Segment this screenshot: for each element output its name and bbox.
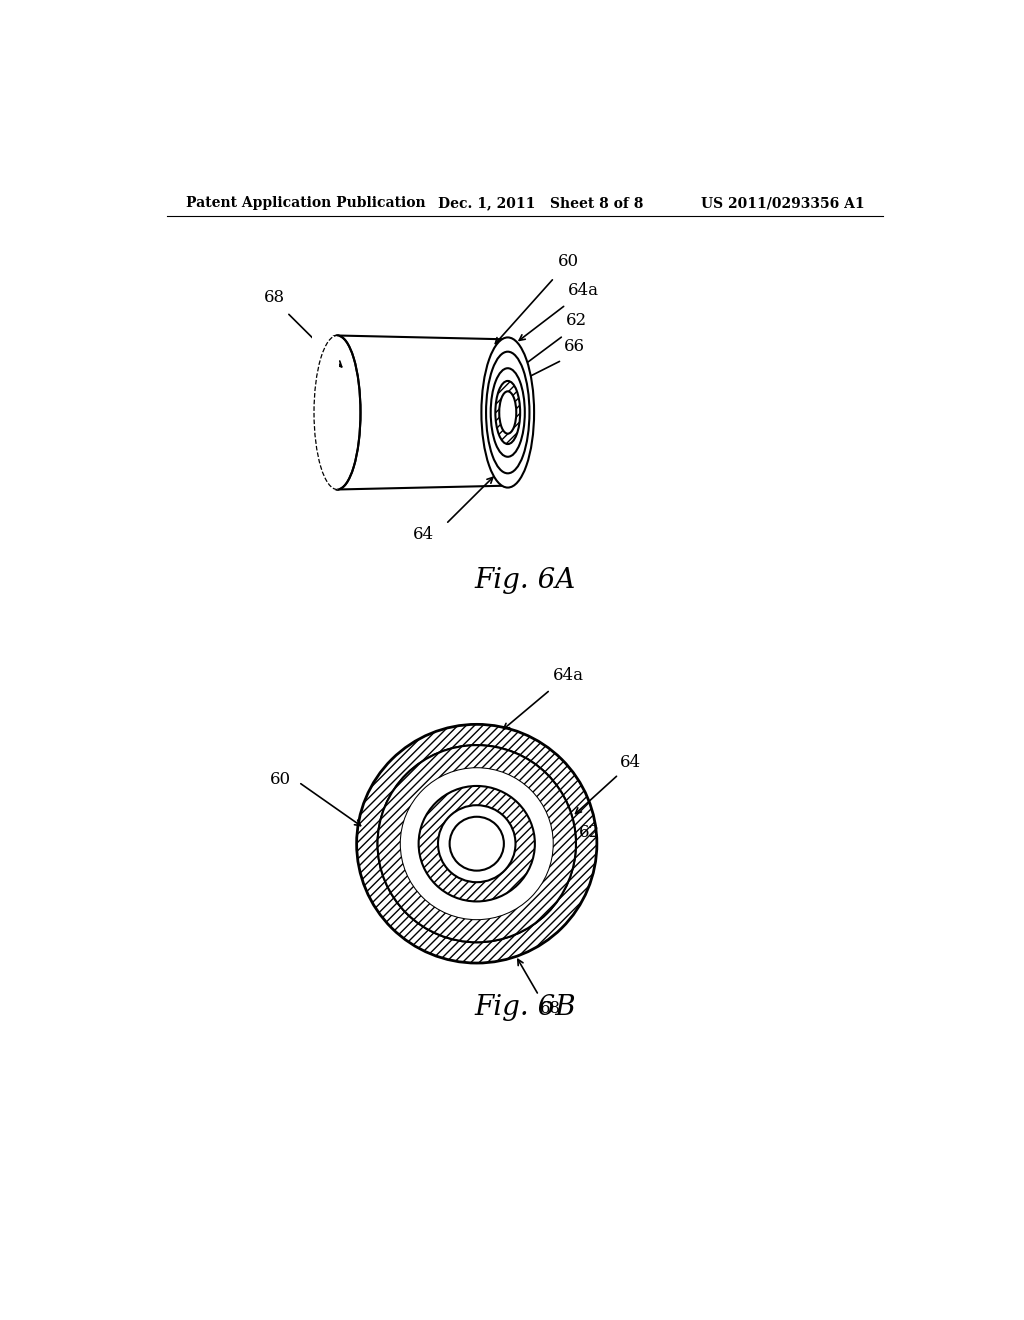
Text: 64a: 64a xyxy=(568,281,599,298)
Text: 68: 68 xyxy=(263,289,285,306)
Ellipse shape xyxy=(486,351,529,474)
Text: 62: 62 xyxy=(566,313,587,330)
Ellipse shape xyxy=(378,744,575,942)
Ellipse shape xyxy=(450,817,504,871)
Ellipse shape xyxy=(438,805,515,882)
Text: US 2011/0293356 A1: US 2011/0293356 A1 xyxy=(700,197,864,210)
Ellipse shape xyxy=(356,725,597,964)
Text: 64a: 64a xyxy=(553,668,584,684)
Ellipse shape xyxy=(314,335,360,490)
Ellipse shape xyxy=(481,338,535,487)
Ellipse shape xyxy=(419,785,535,902)
Text: Dec. 1, 2011   Sheet 8 of 8: Dec. 1, 2011 Sheet 8 of 8 xyxy=(438,197,643,210)
Ellipse shape xyxy=(500,391,516,434)
Ellipse shape xyxy=(378,744,575,942)
Text: 68: 68 xyxy=(541,1001,561,1016)
Ellipse shape xyxy=(496,381,520,444)
Text: 66: 66 xyxy=(564,338,586,355)
Text: 62: 62 xyxy=(579,824,600,841)
Text: Fig. 6B: Fig. 6B xyxy=(474,994,575,1020)
Bar xyxy=(312,335,339,490)
Text: 60: 60 xyxy=(269,771,291,788)
Text: 64: 64 xyxy=(621,754,641,771)
Ellipse shape xyxy=(400,768,553,919)
Ellipse shape xyxy=(490,368,524,457)
Ellipse shape xyxy=(400,768,553,919)
Text: Patent Application Publication: Patent Application Publication xyxy=(186,197,426,210)
Text: 60: 60 xyxy=(558,253,580,271)
Text: 64: 64 xyxy=(413,527,434,544)
Text: Fig. 6A: Fig. 6A xyxy=(474,566,575,594)
